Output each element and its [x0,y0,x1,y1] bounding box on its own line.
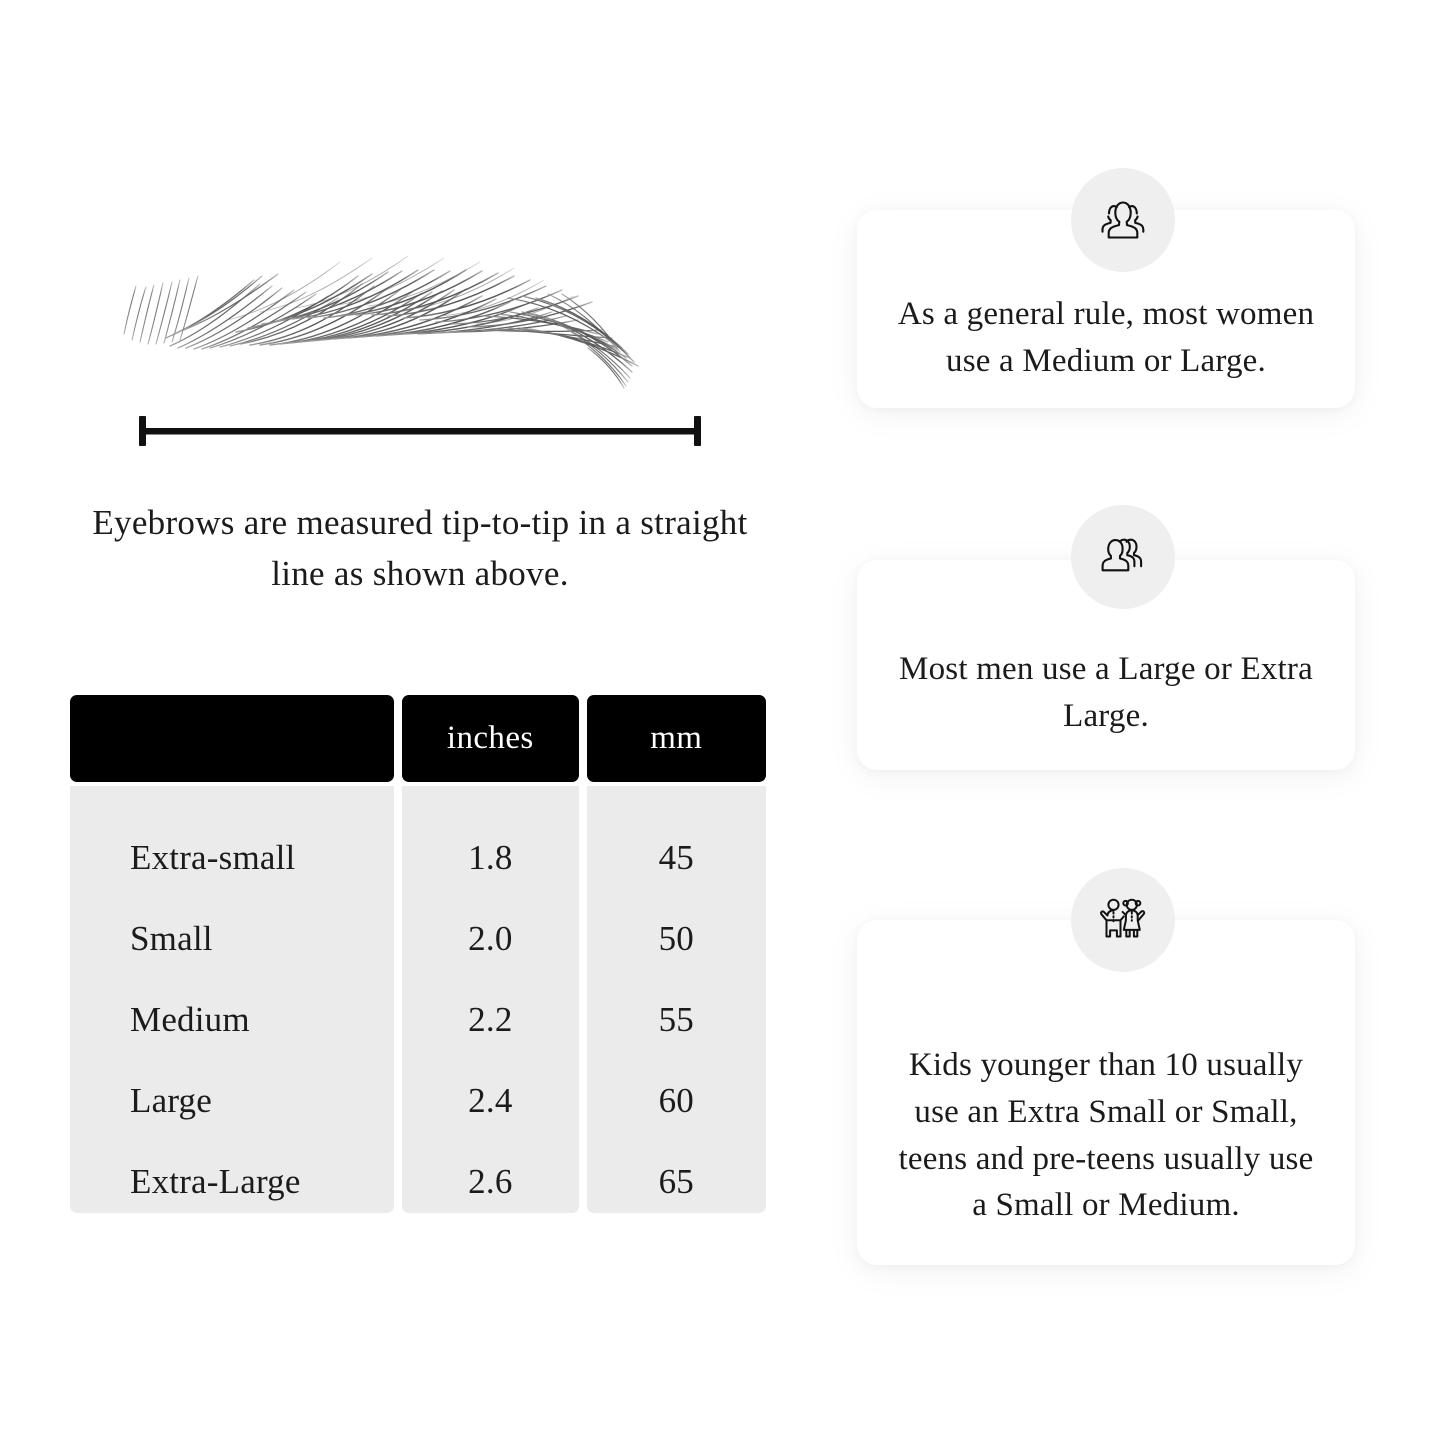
table-header-inches: inches [402,695,579,782]
tip-to-tip-measurement-bar [130,410,710,454]
table-column-size: Extra-small Small Medium Large Extra-Lar… [70,786,395,1213]
men-group-icon [1070,505,1175,609]
table-header-mm: mm [586,695,766,782]
table-cell-mm: 60 [658,1081,694,1120]
advice-card-men-text: Most men use a Large or Extra Large. [899,651,1313,734]
table-cell-inches: 1.8 [468,838,513,877]
size-table-header-row: inches mm [70,695,766,782]
table-cell-mm: 65 [658,1162,694,1201]
advice-card-kids-text: Kids younger than 10 usually use an Extr… [898,1046,1314,1224]
table-cell-mm: 45 [658,838,694,877]
table-cell-size: Medium [130,1000,250,1039]
table-cell-inches: 2.2 [468,1000,513,1039]
measurement-caption: Eyebrows are measured tip-to-tip in a st… [92,503,748,593]
table-cell-inches: 2.0 [468,919,513,958]
table-cell-size: Large [130,1081,212,1120]
table-cell-size: Extra-Large [130,1162,301,1201]
table-column-mm: 45 50 55 60 65 [586,786,766,1213]
size-table-body: Extra-small Small Medium Large Extra-Lar… [70,786,766,1213]
table-cell-size: Small [130,919,213,958]
table-header-size [70,695,395,782]
size-table: inches mm Extra-small Small Medium Large… [70,695,766,1213]
advice-card-women-text: As a general rule, most women use a Medi… [897,296,1315,379]
women-group-icon [1070,168,1175,272]
table-cell-inches: 2.4 [468,1081,513,1120]
sizing-advice-panel: As a general rule, most women use a Medi… [800,0,1445,1445]
measurement-guide-panel: Eyebrows are measured tip-to-tip in a st… [70,228,766,1213]
table-column-inches: 1.8 2.0 2.2 2.4 2.6 [402,786,579,1213]
eyebrow-illustration [110,228,730,403]
table-cell-mm: 50 [658,919,694,958]
table-cell-mm: 55 [658,1000,694,1039]
table-cell-size: Extra-small [130,838,296,877]
advice-card-kids: Kids younger than 10 usually use an Extr… [857,920,1355,1265]
children-pair-icon [1070,868,1175,972]
table-cell-inches: 2.6 [468,1162,513,1201]
